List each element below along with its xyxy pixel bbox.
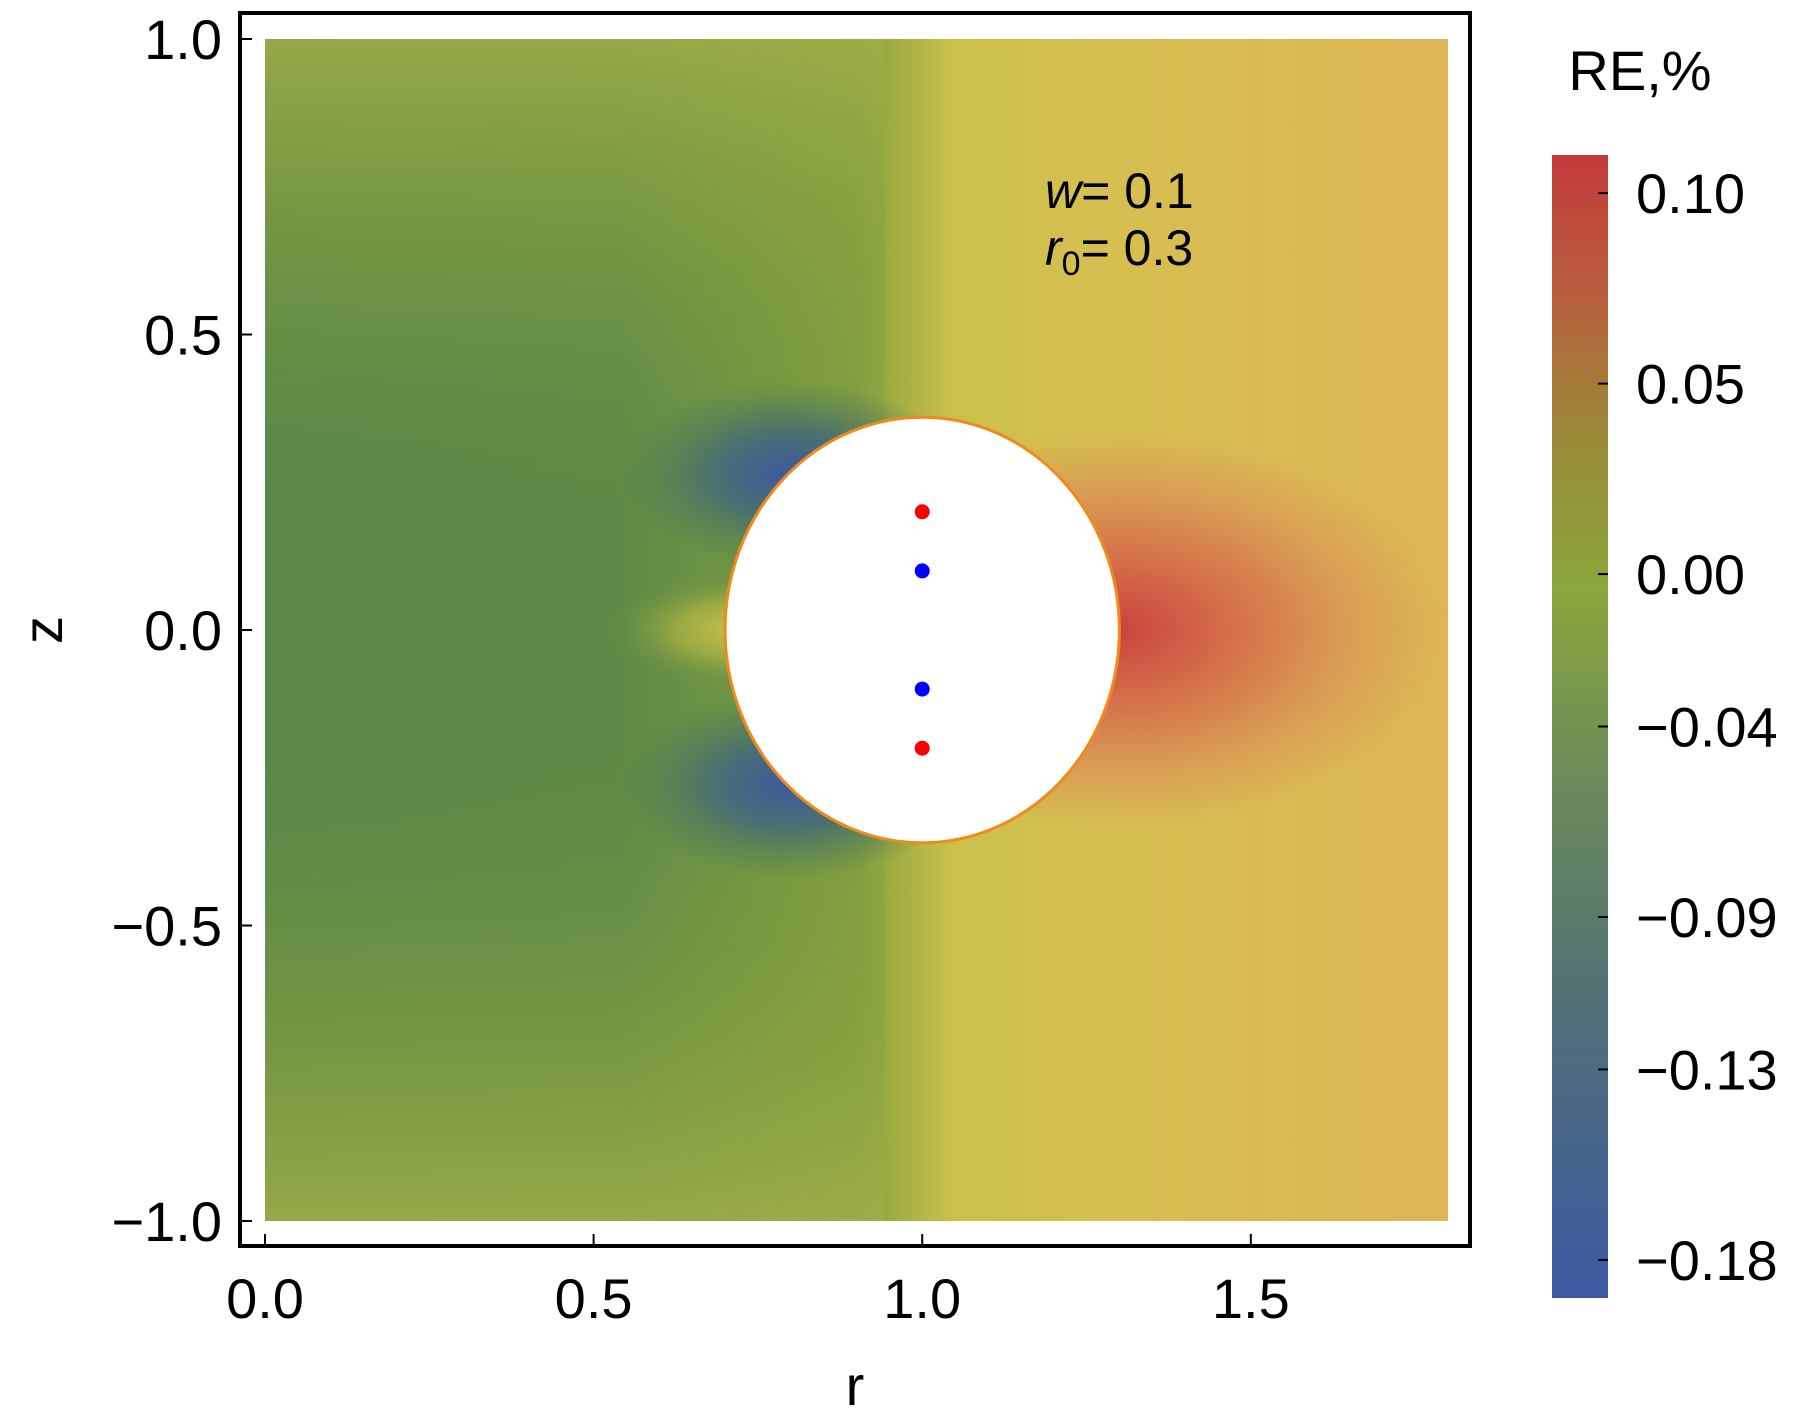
colorbar-tick-label: −0.13 — [1636, 1038, 1778, 1101]
svg-text:w= 0.1: w= 0.1 — [1045, 163, 1194, 219]
x-tick-label: 1.0 — [883, 1267, 961, 1330]
r0-label: r — [1045, 220, 1064, 276]
data-point-3 — [914, 681, 930, 697]
y-tick-label: −1.0 — [111, 1190, 222, 1253]
data-point-4 — [914, 740, 930, 756]
exclusion-ellipse — [723, 415, 1121, 845]
y-tick-label: 0.5 — [144, 304, 222, 367]
w-value: = 0.1 — [1081, 163, 1194, 219]
x-tick-label: 1.5 — [1212, 1267, 1290, 1330]
data-point-2 — [914, 563, 930, 579]
colorbar-tick-label: −0.09 — [1636, 886, 1778, 949]
x-tick-label: 0.5 — [555, 1267, 633, 1330]
colorbar-title: RE,% — [1568, 39, 1711, 102]
colorbar-tick-label: −0.18 — [1636, 1229, 1778, 1292]
y-axis: 1.0 0.5 0.0 −0.5 −1.0 — [111, 8, 252, 1253]
x-tick-label: 0.0 — [226, 1267, 304, 1330]
colorbar-ticks: 0.10 0.05 0.00 −0.04 −0.09 −0.13 −0.18 — [1598, 162, 1778, 1292]
r0-sub: 0 — [1062, 245, 1081, 283]
colorbar-tick-label: 0.00 — [1636, 543, 1745, 606]
colorbar: RE,% 0.10 0.05 0.00 −0.04 −0.09 −0.13 −0.18 — [1552, 39, 1778, 1298]
colorbar-tick-label: −0.04 — [1636, 696, 1778, 759]
data-point-1 — [914, 504, 930, 520]
x-axis-title: r — [846, 1354, 865, 1417]
w-label: w — [1045, 163, 1084, 219]
colorbar-tick-label: 0.05 — [1636, 353, 1745, 416]
y-axis-title: z — [11, 616, 74, 644]
x-axis: 0.0 0.5 1.0 1.5 — [226, 1234, 1290, 1330]
svg-text:r0= 0.3: r0= 0.3 — [1045, 220, 1193, 283]
y-tick-label: 0.0 — [144, 599, 222, 662]
r0-value: = 0.3 — [1081, 220, 1194, 276]
annotation: w= 0.1 r0= 0.3 — [1045, 163, 1194, 283]
points-layer — [914, 504, 930, 756]
colorbar-tick-label: 0.10 — [1636, 162, 1745, 225]
y-tick-label: 1.0 — [144, 8, 222, 71]
y-tick-label: −0.5 — [111, 895, 222, 958]
